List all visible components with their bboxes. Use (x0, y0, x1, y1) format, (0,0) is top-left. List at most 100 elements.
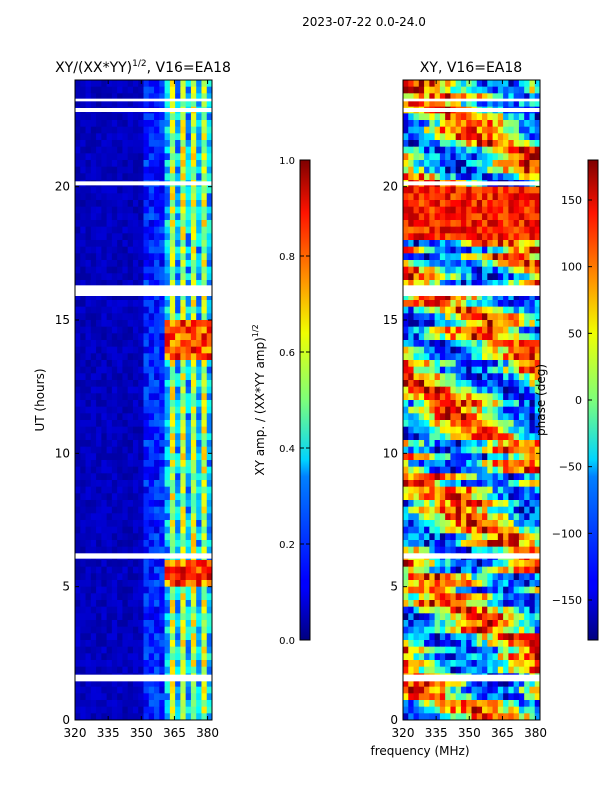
heatmap-cell (169, 260, 176, 268)
heatmap-cell (185, 493, 192, 501)
heatmap-cell (513, 206, 520, 214)
heatmap-cell (132, 293, 139, 301)
heatmap-cell (85, 560, 92, 568)
heatmap-cell (164, 260, 171, 268)
heatmap-cell (434, 533, 441, 541)
heatmap-cell (529, 313, 536, 321)
heatmap-cell (408, 153, 415, 161)
heatmap-cell (418, 333, 425, 341)
heatmap-cell (75, 153, 81, 161)
heatmap-cell (492, 173, 499, 181)
heatmap-cell (185, 186, 192, 194)
heatmap-cell (518, 86, 525, 94)
heatmap-cell (148, 260, 155, 268)
heatmap-cell (154, 353, 160, 361)
heatmap-cell (101, 473, 108, 481)
heatmap-cell (460, 146, 467, 154)
heatmap-cell (518, 326, 525, 334)
heatmap-cell (439, 153, 446, 161)
heatmap-cell (185, 573, 192, 581)
heatmap-cell (85, 680, 92, 688)
heatmap-cell (529, 253, 536, 261)
heatmap-cell (201, 126, 208, 134)
heatmap-cell (455, 446, 462, 454)
heatmap-cell (508, 426, 515, 434)
amplitude-colorbar-label: XY amp. / (XX*YY amp)1/2 (251, 324, 267, 475)
heatmap-cell (439, 466, 446, 474)
heatmap-cell (508, 360, 515, 368)
heatmap-cell (111, 306, 118, 314)
heatmap-cell (127, 253, 134, 261)
heatmap-cell (466, 426, 473, 434)
heatmap-cell (429, 566, 436, 574)
heatmap-cell (127, 486, 134, 494)
heatmap-cell (169, 93, 176, 101)
heatmap-cell (96, 473, 102, 481)
heatmap-cell (85, 340, 92, 348)
heatmap-cell (513, 173, 520, 181)
heatmap-cell (164, 653, 171, 661)
heatmap-cell (408, 693, 415, 701)
heatmap-cell (75, 280, 81, 288)
heatmap-cell (175, 260, 181, 268)
heatmap-cell (85, 313, 92, 321)
heatmap-cell (117, 513, 124, 521)
heatmap-cell (138, 693, 145, 701)
heatmap-cell (143, 320, 150, 328)
heatmap-cell (492, 586, 499, 594)
heatmap-cell (455, 613, 462, 621)
heatmap-cell (154, 600, 160, 608)
heatmap-cell (148, 360, 155, 368)
heatmap-cell (159, 293, 166, 301)
heatmap-cell (524, 373, 531, 381)
heatmap-cell (408, 560, 415, 568)
heatmap-cell (482, 386, 488, 394)
heatmap-cell (497, 166, 504, 174)
heatmap-cell (487, 153, 494, 161)
heatmap-cell (196, 320, 203, 328)
heatmap-cell (460, 160, 467, 168)
heatmap-cell (508, 253, 515, 261)
heatmap-cell (492, 246, 499, 254)
heatmap-cell (471, 700, 478, 708)
heatmap-cell (408, 373, 415, 381)
heatmap-cell (154, 640, 160, 648)
heatmap-cell (190, 333, 197, 341)
heatmap-cell (424, 453, 430, 461)
heatmap-cell (508, 113, 515, 121)
heatmap-cell (106, 200, 113, 208)
heatmap-cell (80, 373, 87, 381)
heatmap-cell (487, 160, 494, 168)
heatmap-cell (450, 653, 457, 661)
heatmap-cell (476, 506, 483, 514)
heatmap-cell (196, 93, 203, 101)
heatmap-cell (206, 640, 212, 648)
heatmap-cell (127, 533, 134, 541)
heatmap-cell (127, 333, 134, 341)
heatmap-cell (154, 373, 160, 381)
heatmap-cell (127, 86, 134, 94)
heatmap-cell (408, 133, 415, 141)
heatmap-cell (508, 520, 515, 528)
heatmap-cell (429, 360, 436, 368)
heatmap-cell (106, 613, 113, 621)
heatmap-cell (487, 613, 494, 621)
heatmap-cell (534, 326, 540, 334)
heatmap-cell (403, 606, 409, 614)
heatmap-cell (206, 326, 212, 334)
heatmap-cell (132, 220, 139, 228)
heatmap-cell (185, 366, 192, 374)
heatmap-cell (175, 566, 181, 574)
heatmap-cell (90, 706, 97, 714)
heatmap-cell (418, 113, 425, 121)
heatmap-cell (180, 533, 187, 541)
heatmap-cell (403, 413, 409, 421)
heatmap-cell (424, 313, 430, 321)
heatmap-cell (439, 413, 446, 421)
heatmap-cell (111, 560, 118, 568)
heatmap-cell (482, 313, 488, 321)
heatmap-cell (80, 253, 87, 261)
heatmap-cell (524, 606, 531, 614)
heatmap-cell (492, 686, 499, 694)
heatmap-cell (497, 646, 504, 654)
